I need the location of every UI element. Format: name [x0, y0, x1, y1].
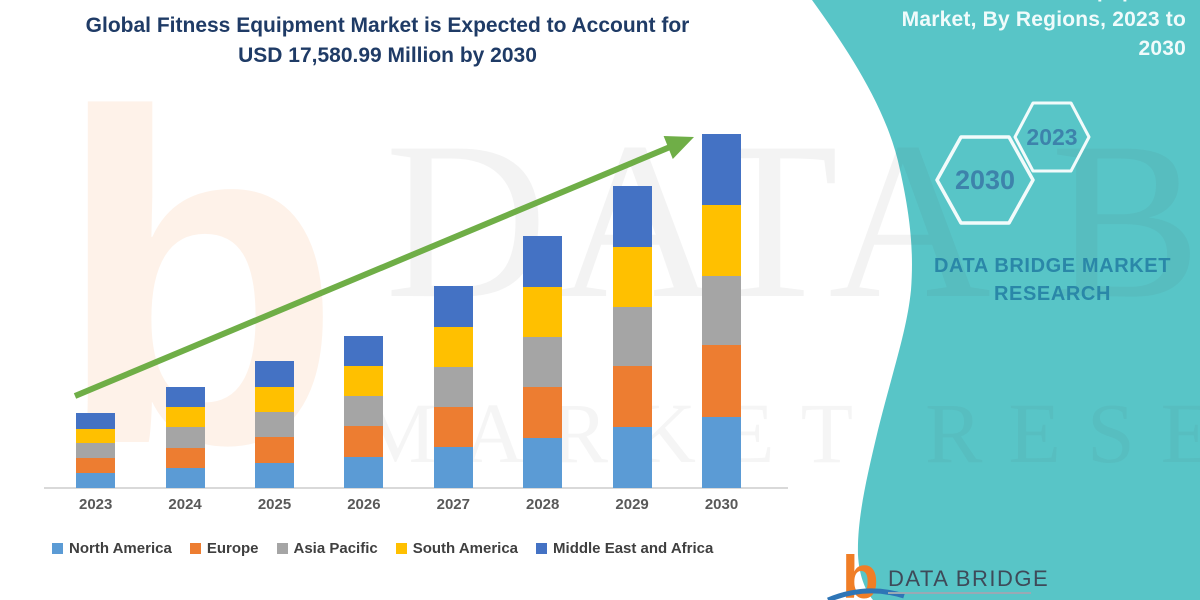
- bar-2028-segment-middle-east-and-africa: [523, 236, 563, 287]
- chart-title: Global Fitness Equipment Market is Expec…: [40, 11, 735, 71]
- x-tick-2026: 2026: [347, 496, 381, 513]
- x-tick-2030: 2030: [704, 496, 739, 513]
- bar-2024-segment-asia-pacific: [165, 427, 205, 448]
- legend-label-south-america: South America: [412, 540, 519, 557]
- legend-label-europe: Europe: [206, 540, 259, 557]
- bar-2026-segment-south-america: [344, 366, 384, 396]
- legend-label-north-america: North America: [69, 540, 172, 557]
- legend-swatch-south-america: [395, 543, 407, 554]
- bar-2024-segment-middle-east-and-africa: [165, 387, 205, 407]
- panel-heading-line3: 2030: [1138, 37, 1186, 60]
- legend-swatch-europe: [189, 543, 201, 554]
- bar-2029-segment-south-america: [612, 247, 652, 307]
- legend-item-middle-east-and-africa: Middle East and Africa: [536, 540, 713, 557]
- hexagon-2030-outline: [935, 135, 1035, 225]
- bar-2023-segment-asia-pacific: [76, 443, 116, 458]
- bar-2026-segment-north-america: [344, 457, 384, 488]
- brand-text-line2: RESEARCH: [993, 283, 1112, 305]
- x-tick-2025: 2025: [257, 496, 292, 513]
- teal-panel-shape: [812, 0, 1200, 600]
- hexagon-badges: 2030 2023: [935, 101, 1091, 225]
- bar-2024-segment-south-america: [165, 407, 205, 427]
- bar-2028-segment-north-america: [523, 438, 563, 488]
- chart-title-line1: Global Fitness Equipment Market is Expec…: [85, 14, 690, 37]
- panel-heading-line1-clipped: Global Fitness Equipment: [856, 0, 1186, 5]
- bar-2027-segment-asia-pacific: [433, 367, 473, 407]
- bar-2027-segment-middle-east-and-africa: [433, 286, 473, 327]
- hexagon-2023-outline: [1013, 101, 1091, 173]
- legend-swatch-north-america: [52, 543, 63, 554]
- bar-2025-segment-north-america: [255, 463, 294, 488]
- bar-2030-segment-north-america: [702, 417, 741, 488]
- bar-2028-segment-south-america: [523, 287, 563, 337]
- bar-2029-segment-middle-east-and-africa: [612, 186, 652, 247]
- legend-item-north-america: North America: [52, 540, 172, 557]
- bar-2023-segment-europe: [76, 458, 116, 473]
- bar-2025-segment-asia-pacific: [255, 412, 294, 437]
- legend-item-asia-pacific: Asia Pacific: [276, 540, 378, 557]
- legend-swatch-middle-east-and-africa: [536, 543, 548, 554]
- footer-brand-text: DATA BRIDGE: [888, 566, 1050, 591]
- bar-2025-segment-middle-east-and-africa: [255, 361, 294, 387]
- swoosh-curve: [827, 588, 905, 600]
- footer-logo-swoosh-icon: [827, 588, 905, 600]
- brand-text: DATA BRIDGE MARKET RESEARCH: [930, 252, 1175, 308]
- legend-swatch-asia-pacific: [276, 543, 288, 554]
- bar-2030-segment-asia-pacific: [702, 276, 741, 345]
- bar-2028-segment-europe: [523, 387, 563, 438]
- bar-2030-segment-middle-east-and-africa: [702, 134, 741, 205]
- x-tick-2027: 2027: [436, 496, 470, 513]
- panel-heading: Global Fitness Equipment Market, By Regi…: [856, 0, 1186, 63]
- bar-2026-segment-europe: [344, 426, 384, 457]
- panel-heading-line2: Market, By Regions, 2023 to: [901, 8, 1186, 31]
- x-tick-2028: 2028: [526, 496, 560, 513]
- footer-brand-underline: [888, 592, 1031, 594]
- bar-2026-segment-asia-pacific: [344, 396, 384, 426]
- bar-2023-segment-south-america: [76, 429, 116, 443]
- chart-legend: North America Europe Asia Pacific South Ame…: [52, 540, 713, 557]
- hexagon-2030-label: 2030: [955, 165, 1015, 195]
- bar-2029-segment-north-america: [612, 427, 652, 488]
- legend-item-europe: Europe: [189, 540, 259, 557]
- bar-2029-segment-asia-pacific: [612, 307, 652, 366]
- legend-label-middle-east-and-africa: Middle East and Africa: [553, 540, 714, 557]
- bar-2023-segment-middle-east-and-africa: [76, 413, 116, 429]
- bar-2024-segment-north-america: [165, 468, 205, 488]
- bar-2026-segment-middle-east-and-africa: [344, 336, 384, 366]
- bar-2028-segment-asia-pacific: [523, 337, 563, 387]
- brand-text-line1: DATA BRIDGE MARKET: [933, 255, 1172, 277]
- bar-2029-segment-europe: [612, 366, 652, 427]
- bar-2027-segment-south-america: [433, 327, 473, 367]
- hexagon-2023-label: 2023: [1026, 124, 1077, 150]
- x-tick-2024: 2024: [168, 496, 202, 513]
- bar-2023-segment-north-america: [76, 473, 116, 488]
- x-axis-line: [44, 487, 788, 489]
- legend-item-south-america: South America: [395, 540, 519, 557]
- legend-label-asia-pacific: Asia Pacific: [293, 540, 378, 557]
- bar-2024-segment-europe: [165, 448, 205, 468]
- chart-title-line2: USD 17,580.99 Million by 2030: [238, 44, 537, 67]
- bar-2030-segment-south-america: [702, 205, 741, 276]
- bar-2025-segment-south-america: [255, 387, 294, 412]
- bar-2030-segment-europe: [702, 345, 741, 417]
- x-tick-2029: 2029: [615, 496, 649, 513]
- bar-2027-segment-europe: [433, 407, 473, 447]
- bar-2025-segment-europe: [255, 437, 294, 463]
- x-tick-2023: 2023: [79, 496, 113, 513]
- bar-2027-segment-north-america: [433, 447, 473, 488]
